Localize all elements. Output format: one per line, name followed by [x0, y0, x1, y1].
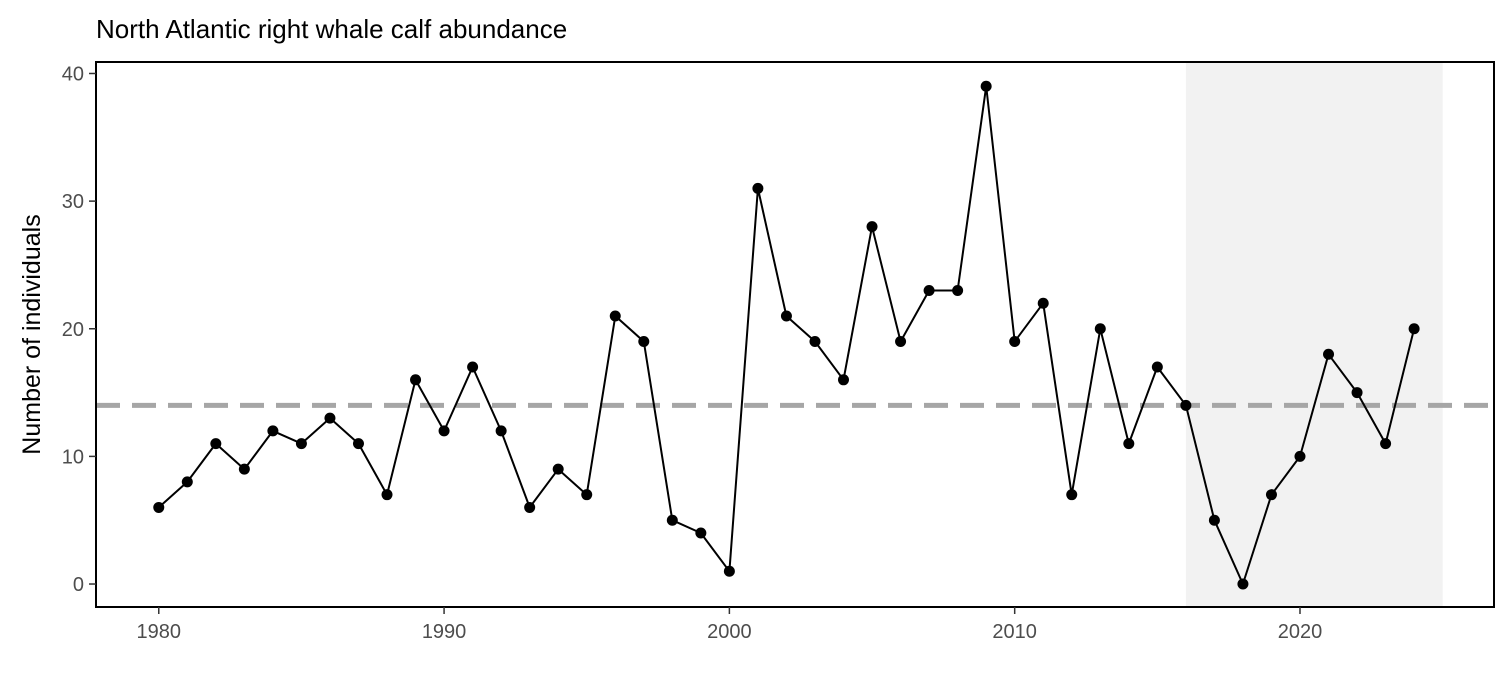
data-point	[410, 374, 422, 386]
data-point	[210, 438, 222, 450]
data-point	[952, 284, 964, 296]
data-point	[581, 489, 593, 501]
data-point	[1351, 387, 1363, 399]
data-point	[1151, 361, 1163, 373]
data-point	[467, 361, 479, 373]
data-point	[1037, 297, 1049, 309]
y-tick-label: 0	[73, 574, 84, 596]
data-point	[1323, 348, 1335, 360]
data-point	[238, 463, 250, 475]
x-tick-label: 1990	[422, 621, 467, 643]
data-point	[1066, 489, 1078, 501]
data-point	[895, 336, 907, 348]
plot-panel-border	[95, 61, 1495, 608]
data-point	[352, 438, 364, 450]
data-point	[609, 310, 621, 322]
data-point	[723, 565, 735, 577]
data-point	[495, 425, 507, 437]
data-point	[1237, 578, 1249, 590]
data-point	[1123, 438, 1135, 450]
data-point	[438, 425, 450, 437]
data-point	[524, 501, 536, 513]
data-point	[1294, 450, 1306, 462]
y-tick-label: 20	[62, 319, 84, 341]
data-point	[923, 284, 935, 296]
data-point	[153, 501, 165, 513]
data-point	[809, 336, 821, 348]
data-point	[695, 527, 707, 539]
data-point	[552, 463, 564, 475]
data-point	[1180, 399, 1192, 411]
y-tick-label: 10	[62, 446, 84, 468]
data-point	[324, 412, 336, 424]
data-point	[181, 476, 193, 488]
y-tick-label: 40	[62, 63, 84, 85]
y-axis-title: Number of individuals	[18, 214, 46, 454]
data-point	[1094, 323, 1106, 335]
y-tick-label: 30	[62, 191, 84, 213]
data-point	[1009, 336, 1021, 348]
chart-title: North Atlantic right whale calf abundanc…	[96, 14, 568, 44]
data-point	[1408, 323, 1420, 335]
data-point	[866, 221, 878, 233]
data-point	[666, 514, 678, 526]
data-point	[381, 489, 393, 501]
x-tick-label: 2020	[1278, 621, 1323, 643]
data-point	[838, 374, 850, 386]
x-tick-label: 2000	[707, 621, 752, 643]
data-point	[1380, 438, 1392, 450]
data-point	[638, 336, 650, 348]
data-point	[1265, 489, 1277, 501]
x-tick-label: 2010	[992, 621, 1037, 643]
data-point	[267, 425, 279, 437]
data-point	[752, 182, 764, 194]
data-point	[295, 438, 307, 450]
x-tick-label: 1980	[137, 621, 182, 643]
shaded-region	[1185, 62, 1443, 607]
data-point	[780, 310, 792, 322]
data-point	[1208, 514, 1220, 526]
data-point	[980, 80, 992, 92]
